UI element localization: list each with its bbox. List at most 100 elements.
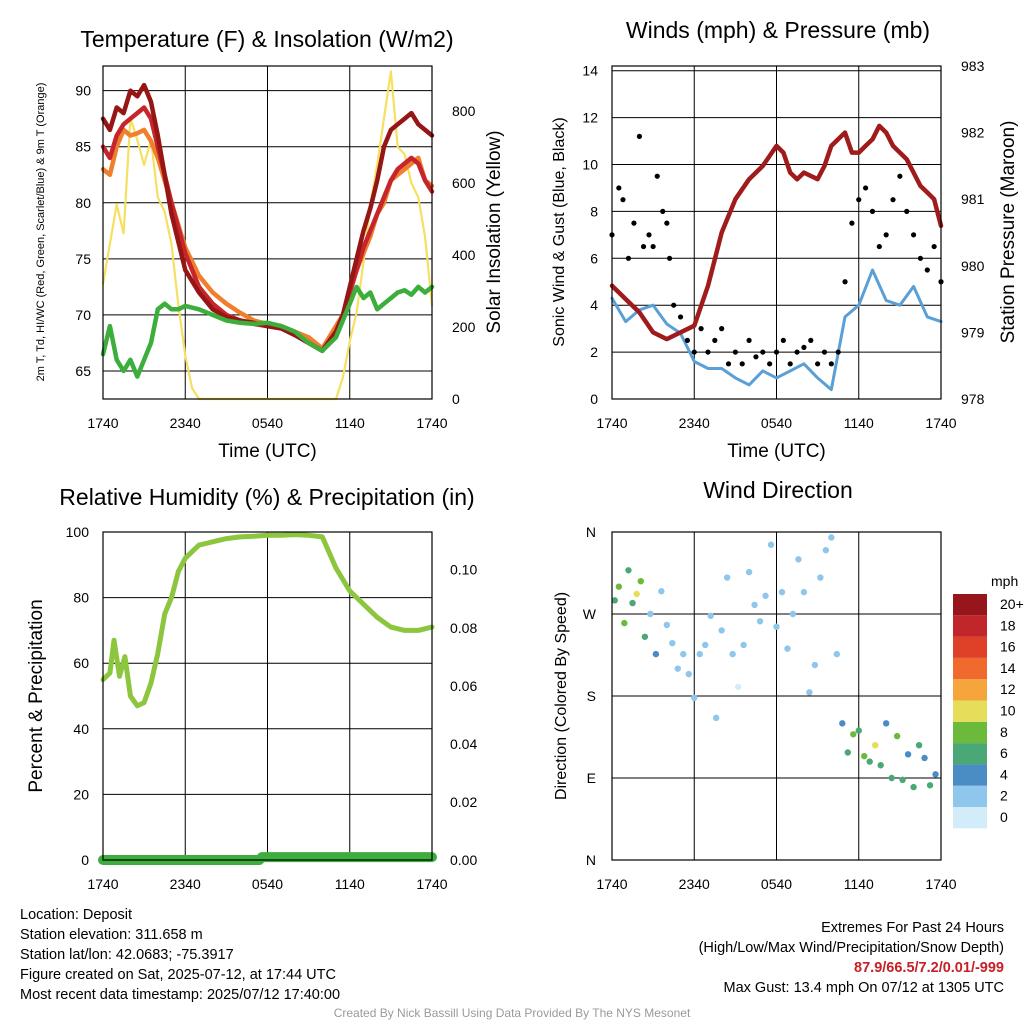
direction-point — [855, 727, 862, 734]
y2-tick-label: 600 — [452, 175, 476, 191]
direction-point — [712, 714, 720, 722]
gust-point — [869, 208, 876, 214]
legend-swatch — [953, 679, 987, 701]
direction-point — [932, 771, 939, 778]
legend-swatch — [953, 657, 987, 680]
direction-point — [734, 683, 742, 691]
gust-point — [910, 232, 917, 238]
gust-point — [625, 255, 632, 261]
direction-point — [702, 641, 709, 649]
direction-point — [844, 749, 851, 756]
direction-point — [778, 588, 786, 596]
direction-point — [652, 650, 660, 658]
y-tick-label: 10 — [582, 156, 598, 172]
y2-tick-label: 0.00 — [450, 852, 477, 868]
y-tick-label: 80 — [73, 590, 89, 606]
gust-point — [773, 349, 780, 355]
series-line-rh_green — [100, 532, 435, 709]
legend-label: 14 — [1000, 660, 1016, 676]
gust-point — [719, 326, 725, 332]
y-tick-label: N — [586, 524, 596, 540]
x-tick-label: 1740 — [416, 415, 447, 431]
y-tick-label: 100 — [66, 524, 90, 540]
gust-point — [725, 361, 732, 367]
x-tick-label: 0540 — [252, 876, 283, 892]
direction-point — [729, 650, 736, 658]
legend-label: 8 — [1000, 724, 1008, 740]
y2-tick-label: 983 — [961, 58, 985, 74]
x-tick-label: 2340 — [170, 876, 201, 892]
y-tick-label: 65 — [75, 363, 91, 379]
extremes-subtitle: (High/Low/Max Wind/Precipitation/Snow De… — [698, 940, 1004, 956]
gust-point — [698, 326, 704, 332]
y-tick-label: 0 — [81, 852, 89, 868]
gust-point — [835, 349, 841, 355]
direction-point — [877, 762, 884, 769]
direction-point — [723, 574, 731, 581]
x-tick-label: 2340 — [170, 415, 201, 431]
x-tick-label: 1740 — [596, 876, 627, 892]
x-tick-label: 1740 — [87, 415, 118, 431]
gust-point — [650, 243, 656, 250]
gust-point — [883, 232, 889, 238]
direction-point — [800, 588, 808, 596]
direction-point — [861, 752, 868, 760]
y-tick-label: 8 — [590, 203, 598, 219]
legend-label: 12 — [1000, 681, 1016, 697]
x-tick-label: 0540 — [761, 415, 792, 431]
x-tick-label: 1140 — [844, 415, 874, 431]
gust-point — [671, 302, 677, 308]
gust-point — [904, 208, 910, 214]
direction-point — [637, 578, 644, 585]
gust-point — [640, 243, 647, 250]
y-axis-label: Sonic Wind & Gust (Blue, Black) — [551, 117, 568, 346]
legend-swatch — [953, 636, 987, 658]
latlon-text: Station lat/lon: 42.0683; -75.3917 — [20, 947, 234, 963]
gust-point — [712, 337, 718, 343]
direction-point — [904, 751, 912, 758]
gust-point — [654, 173, 660, 179]
x-tick-label: 0540 — [761, 876, 792, 892]
direction-point — [893, 732, 901, 740]
direction-point — [833, 650, 841, 658]
y-tick-label: E — [587, 770, 596, 786]
direction-point — [882, 720, 890, 727]
direction-point — [718, 627, 725, 634]
extremes-info: Extremes For Past 24 Hours (High/Low/Max… — [699, 918, 1004, 998]
x-tick-label: 2340 — [679, 876, 710, 892]
gust-point — [931, 243, 937, 250]
gust-point — [842, 279, 848, 285]
direction-point — [795, 556, 802, 563]
y2-axis-label: Station Pressure (Maroon) — [998, 121, 1019, 344]
x-axis-label: Time (UTC) — [727, 441, 826, 462]
x-tick-label: 2340 — [679, 415, 710, 431]
direction-point — [633, 590, 640, 598]
y2-axis-label: Solar Insolation (Yellow) — [484, 130, 505, 333]
gust-point — [924, 267, 930, 273]
location-text: Location: Deposit — [20, 907, 133, 923]
direction-point — [751, 601, 758, 609]
gust-point — [808, 337, 814, 343]
created-text: Figure created on Sat, 2025-07-12, at 17… — [20, 967, 336, 983]
credit-text: Created By Nick Bassill Using Data Provi… — [333, 1006, 691, 1020]
series-line-green — [100, 284, 435, 379]
legend-swatch — [953, 764, 987, 786]
gust-point — [794, 349, 800, 355]
direction-point — [674, 665, 681, 672]
x-tick-label: 1740 — [925, 876, 956, 892]
direction-point — [621, 619, 628, 627]
legend-swatch — [953, 721, 987, 744]
direction-point — [745, 568, 753, 576]
direction-point — [872, 742, 879, 749]
y-tick-label: N — [586, 852, 596, 868]
chart-title: Temperature (F) & Insolation (W/m2) — [80, 26, 453, 52]
legend-swatch — [953, 594, 987, 616]
direction-point — [910, 783, 917, 791]
y-tick-label: 20 — [73, 786, 89, 802]
y-tick-label: 4 — [590, 297, 598, 313]
gust-point — [636, 133, 643, 139]
gust-point — [660, 208, 666, 214]
plot-frame — [102, 531, 433, 861]
legend-swatch — [953, 807, 987, 829]
plot-frame — [611, 65, 942, 400]
